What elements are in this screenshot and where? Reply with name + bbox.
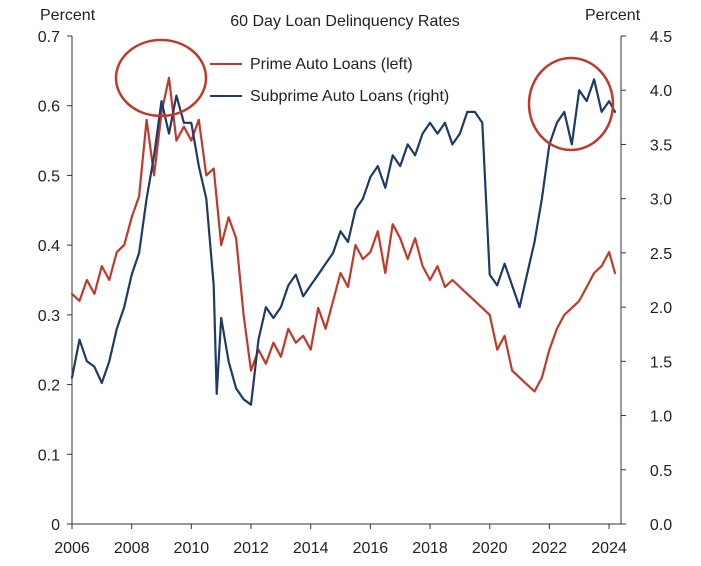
right-tick-label: 2.0 [650, 300, 672, 317]
right-tick-label: 1.5 [650, 354, 672, 371]
x-tick-label: 2020 [472, 540, 508, 557]
x-tick-label: 2016 [353, 540, 389, 557]
series-line-subprime [70, 78, 617, 406]
left-tick-label: 0 [51, 517, 60, 534]
right-tick-label: 2.5 [650, 246, 672, 263]
x-tick-label: 2012 [233, 540, 269, 557]
left-tick-label: 0.4 [38, 238, 60, 255]
left-tick-label: 0.6 [38, 99, 60, 116]
chart-title: 60 Day Loan Delinquency Rates [230, 13, 459, 30]
legend: Prime Auto Loans (left) Subprime Auto Lo… [210, 56, 449, 105]
right-tick-label: 3.0 [650, 192, 672, 209]
left-tick-label: 0.1 [38, 447, 60, 464]
left-tick-label: 0.2 [38, 378, 60, 395]
legend-label-prime: Prime Auto Loans (left) [250, 56, 413, 73]
x-tick-label: 2024 [591, 540, 627, 557]
highlight-layer [114, 38, 615, 152]
x-tick-label: 2014 [293, 540, 329, 557]
axes-layer: 0 0.1 0.2 0.3 0.4 0.5 0.6 0.7 0.0 0.5 1.0 1.5 2.0 2.5… [38, 29, 672, 557]
series-layer [70, 76, 617, 406]
right-tick-label: 4.5 [650, 29, 672, 46]
left-tick-label: 0.3 [38, 308, 60, 325]
right-tick-label: 4.0 [650, 83, 672, 100]
x-tick-label: 2006 [54, 540, 90, 557]
left-tick-label: 0.7 [38, 29, 60, 46]
x-tick-label: 2018 [412, 540, 448, 557]
x-tick-label: 2010 [174, 540, 210, 557]
x-tick-label: 2008 [114, 540, 150, 557]
highlight-circle-2009-peak [114, 38, 208, 118]
legend-label-subprime: Subprime Auto Loans (right) [250, 88, 449, 105]
right-tick-label: 0.5 [650, 463, 672, 480]
right-tick-label: 3.5 [650, 137, 672, 154]
highlight-circle-2023-peak [527, 56, 615, 152]
x-tick-label: 2022 [532, 540, 568, 557]
right-tick-label: 1.0 [650, 409, 672, 426]
left-axis-label: Percent [40, 7, 96, 24]
left-tick-label: 0.5 [38, 168, 60, 185]
right-axis-label: Percent [585, 7, 641, 24]
right-tick-label: 0.0 [650, 517, 672, 534]
